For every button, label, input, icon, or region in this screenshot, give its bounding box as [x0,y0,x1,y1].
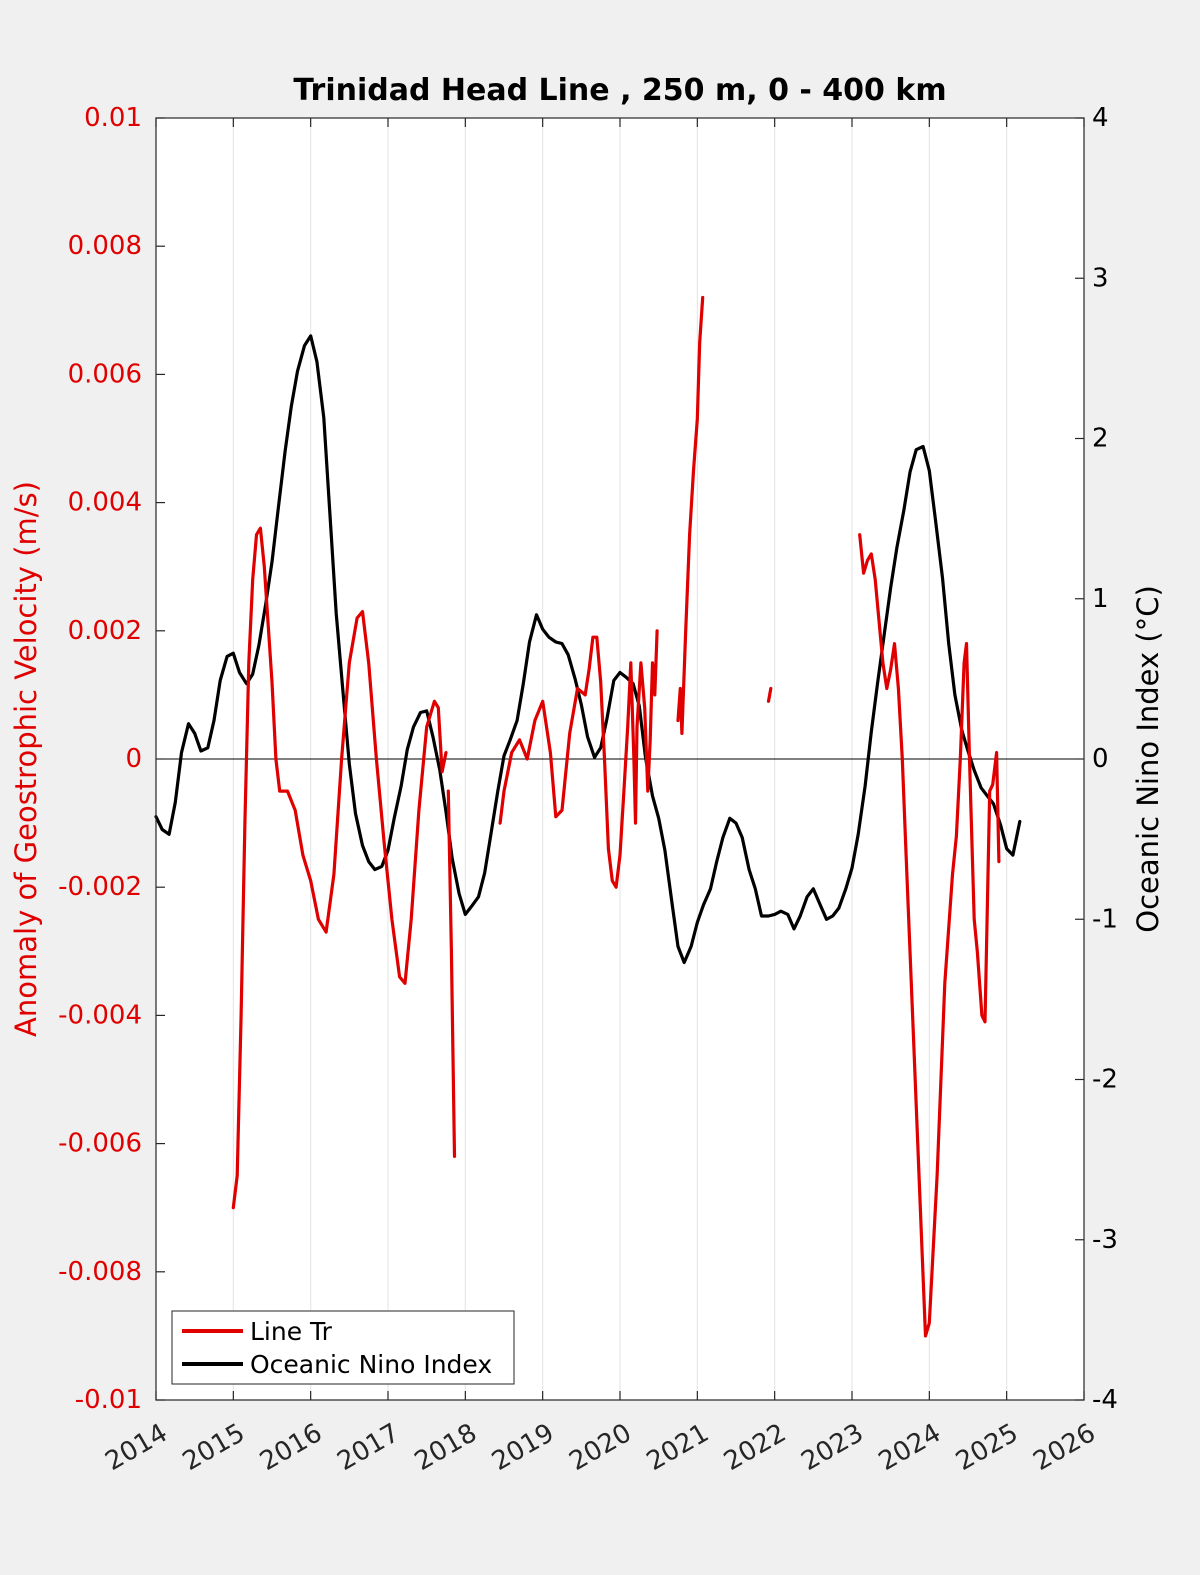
x-tick-label: 2024 [874,1418,946,1477]
y-right-tick-label: 2 [1092,424,1109,454]
x-tick-label: 2025 [951,1418,1023,1477]
y-left-tick-label: -0.006 [58,1129,142,1159]
y-left-tick-label: 0 [125,744,142,774]
y-left-tick-label: 0.002 [68,616,142,646]
right-axis-label: Oceanic Nino Index (°C) [1131,585,1165,933]
series-line-tr-segment-2 [498,629,659,889]
y-left-tick-label: -0.004 [58,1000,142,1030]
series-line-tr-segment-0 [231,526,448,1210]
y-left-tick-label: 0.008 [68,231,142,261]
y-left-tick-label: 0.004 [68,488,142,518]
series-line-tr-segment-4 [766,686,773,703]
legend: Line Tr Oceanic Nino Index [171,1310,515,1385]
left-axis: -0.01 -0.008 -0.006 -0.004 -0.002 0 0.002 0.004… [58,103,165,1415]
x-tick-label: 2023 [796,1418,868,1477]
x-tick-label: 2021 [642,1418,714,1477]
y-left-tick-label: -0.008 [58,1257,142,1287]
x-tick-label: 2018 [410,1418,482,1477]
legend-label-line-tr: Line Tr [250,1317,333,1346]
left-axis-label: Anomaly of Geostrophic Velocity (m/s) [9,481,43,1037]
y-right-tick-label: 1 [1092,584,1109,614]
series-oceanic-nino-index [154,334,1022,965]
y-left-tick-label: -0.002 [58,872,142,902]
series-line-tr-segment-5 [858,533,1001,1338]
x-tick-label: 2026 [1028,1418,1100,1477]
x-tick-label: 2020 [564,1418,636,1477]
x-tick-label: 2022 [719,1418,791,1477]
x-tick-label: 2017 [332,1418,404,1477]
series-layer [154,295,1022,1338]
y-right-tick-label: 3 [1092,263,1109,293]
y-right-tick-label: -3 [1092,1225,1118,1255]
y-right-tick-label: -2 [1092,1065,1118,1095]
x-tick-label: 2019 [487,1418,559,1477]
x-tick-label: 2014 [100,1418,172,1477]
right-axis: -4 -3 -2 -1 0 1 2 3 4 [1075,103,1118,1415]
y-left-tick-label: 0.01 [84,103,142,133]
legend-label-oni: Oceanic Nino Index [250,1350,492,1379]
x-tick-label: 2015 [178,1418,250,1477]
y-left-tick-label: 0.006 [68,359,142,389]
y-left-tick-label: -0.01 [75,1385,142,1415]
y-right-tick-label: 0 [1092,744,1109,774]
y-right-tick-label: 4 [1092,103,1109,133]
y-right-tick-label: -4 [1092,1385,1118,1415]
y-right-tick-label: -1 [1092,904,1118,934]
legend-box [171,1310,515,1385]
x-tick-label: 2016 [255,1418,327,1477]
chart-title: Trinidad Head Line , 250 m, 0 - 400 km [293,73,946,108]
series-line-tr-segment-3 [676,295,705,735]
series-line-tr-segment-1 [446,789,457,1158]
